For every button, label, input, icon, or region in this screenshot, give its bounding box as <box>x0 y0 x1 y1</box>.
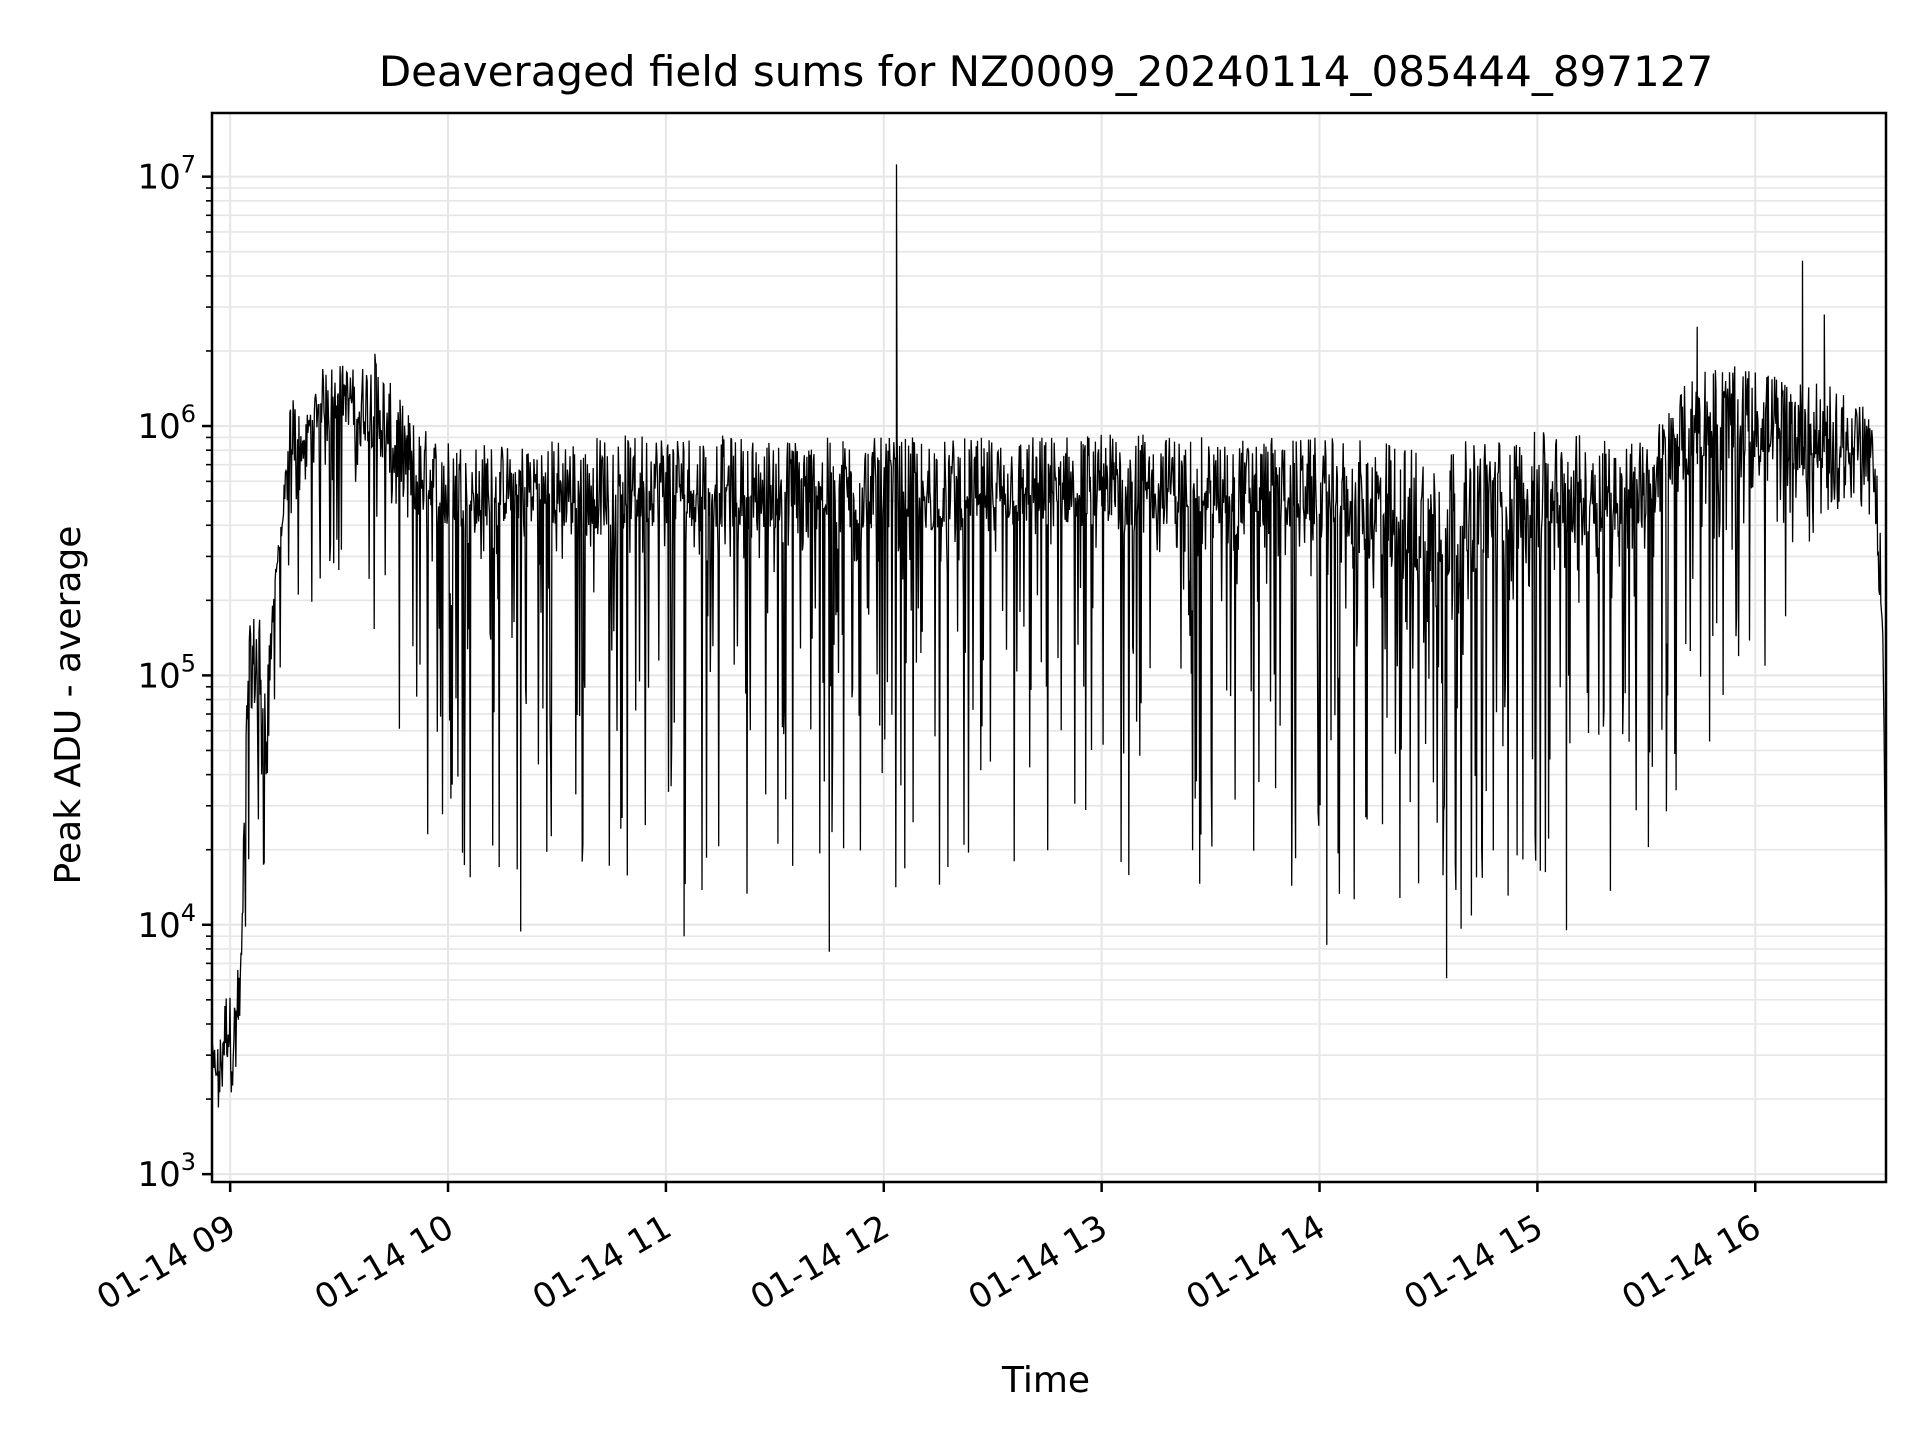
x-axis: 01-14 09 01-14 10 01-14 11 01-14 12 01-14 13… <box>90 1182 1768 1318</box>
y-axis: 103 104 105 106 107 <box>137 151 212 1195</box>
series-line <box>211 164 1887 1108</box>
x-tick-label: 01-14 16 <box>1615 1207 1767 1318</box>
x-axis-label: Time <box>1001 1360 1090 1401</box>
x-tick-label: 01-14 10 <box>308 1207 460 1318</box>
x-tick-label: 01-14 15 <box>1398 1207 1550 1318</box>
y-tick-label: 104 <box>137 899 196 946</box>
x-tick-label: 01-14 11 <box>526 1207 678 1318</box>
plot-area <box>211 164 1887 1108</box>
y-axis-label: Peak ADU - average <box>48 526 89 885</box>
y-tick-label: 105 <box>137 649 196 696</box>
plot-frame <box>210 111 1888 1184</box>
y-tick-label: 106 <box>137 400 196 447</box>
x-tick-label: 01-14 09 <box>90 1207 242 1318</box>
x-tick-label: 01-14 14 <box>1180 1207 1332 1318</box>
x-tick-label: 01-14 12 <box>744 1207 896 1318</box>
chart-title: Deaveraged field sums for NZ0009_2024011… <box>379 47 1713 96</box>
y-tick-label: 107 <box>137 151 196 198</box>
x-tick-label: 01-14 13 <box>962 1207 1114 1318</box>
y-tick-label: 103 <box>137 1148 196 1195</box>
